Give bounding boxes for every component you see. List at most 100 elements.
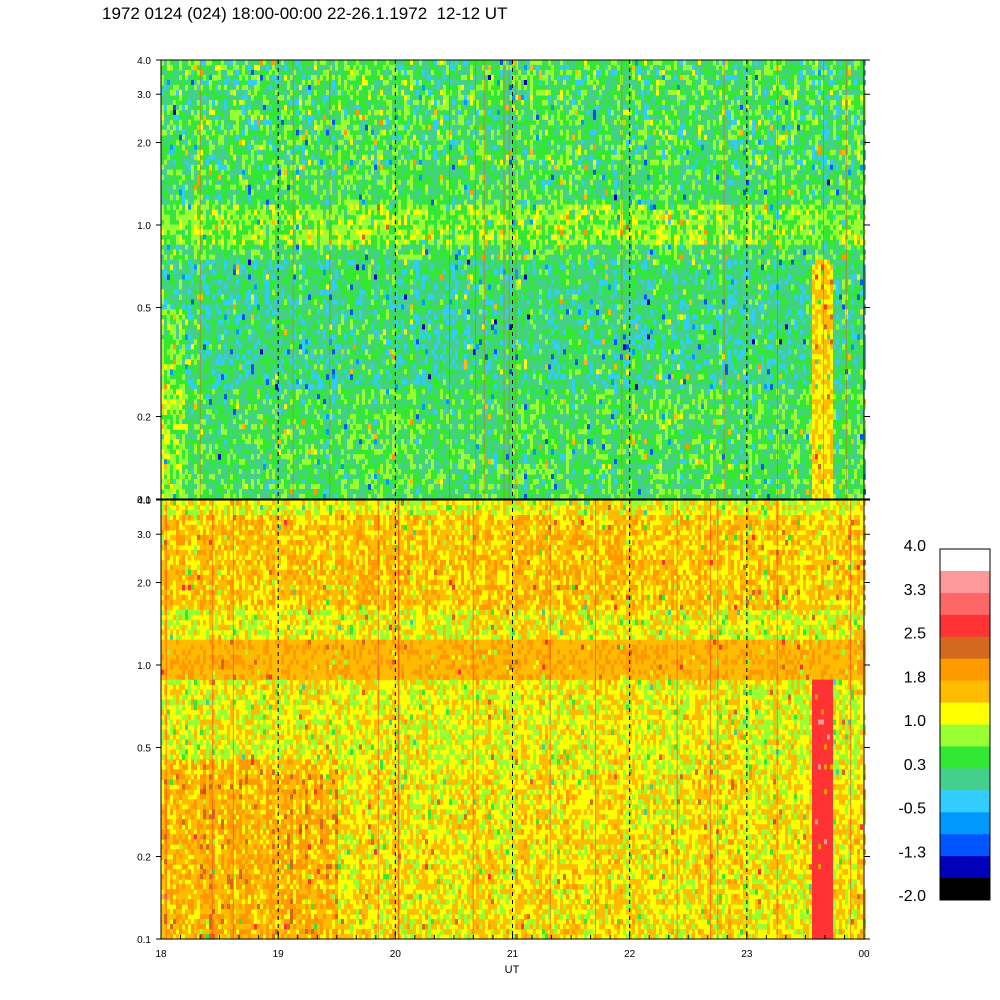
spectrogram-cell (431, 130, 434, 136)
spectrogram-cell (212, 110, 215, 116)
spectrogram-cell (194, 444, 197, 450)
spectrogram-cell (326, 125, 329, 131)
spectrogram-cell (377, 155, 380, 161)
spectrogram-cell (413, 235, 416, 241)
spectrogram-cell (299, 284, 302, 290)
spectrogram-cell (425, 60, 428, 66)
spectrogram-cell (248, 115, 251, 121)
spectrogram-cell (377, 255, 380, 261)
spectrogram-cell (311, 329, 314, 335)
spectrogram-cell (353, 484, 356, 490)
spectrogram-cell (332, 125, 335, 131)
spectrogram-cell (407, 90, 410, 96)
spectrogram-cell (311, 265, 314, 271)
spectrogram-cell (188, 250, 191, 256)
spectrogram-cell (176, 399, 179, 405)
spectrogram-cell (401, 429, 404, 435)
spectrogram-cell (377, 120, 380, 126)
spectrogram-cell (167, 90, 170, 96)
spectrogram-cell (287, 140, 290, 146)
spectrogram-cell (425, 190, 428, 196)
spectrogram-cell (191, 90, 194, 96)
spectrogram-cell (410, 434, 413, 440)
spectrogram-cell (317, 334, 320, 340)
spectrogram-cell (173, 105, 176, 111)
spectrogram-cell (239, 469, 242, 475)
spectrogram-cell (377, 389, 380, 395)
spectrogram-cell (227, 284, 230, 290)
spectrogram-cell (206, 484, 209, 490)
spectrogram-cell (407, 155, 410, 161)
spectrogram-cell (203, 374, 206, 380)
spectrogram-cell (377, 349, 380, 355)
spectrogram-cell (281, 354, 284, 360)
spectrogram-cell (245, 260, 248, 266)
spectrogram-cell (308, 230, 311, 236)
spectrogram-cell (383, 130, 386, 136)
spectrogram-cell (302, 250, 305, 256)
spectrogram-cell (326, 484, 329, 490)
spectrogram-cell (251, 275, 254, 281)
spectrogram-cell (419, 120, 422, 126)
spectrogram-cell (242, 489, 245, 495)
spectrogram-cell (287, 339, 290, 345)
spectrogram-cell (248, 424, 251, 430)
spectrogram-cell (269, 60, 272, 66)
spectrogram-cell (185, 359, 188, 365)
spectrogram-cell (248, 210, 251, 216)
spectrogram-cell (359, 105, 362, 111)
spectrogram-cell (365, 80, 368, 86)
spectrogram-cell (353, 185, 356, 191)
spectrogram-cell (332, 190, 335, 196)
spectrogram-cell (272, 165, 275, 171)
spectrogram-cell (296, 245, 299, 251)
spectrogram-cell (347, 364, 350, 370)
spectrogram-cell (260, 449, 263, 455)
spectrogram-cell (251, 125, 254, 131)
spectrogram-cell (203, 399, 206, 405)
spectrogram-cell (275, 195, 278, 201)
spectrogram-cell (338, 319, 341, 325)
spectrogram-cell (197, 299, 200, 305)
spectrogram-cell (254, 439, 257, 445)
spectrogram-cell (179, 190, 182, 196)
spectrogram-cell (236, 489, 239, 495)
spectrogram-cell (377, 235, 380, 241)
spectrogram-cell (410, 195, 413, 201)
spectrogram-cell (269, 85, 272, 91)
spectrogram-cell (302, 130, 305, 136)
spectrogram-cell (344, 334, 347, 340)
spectrogram-cell (191, 314, 194, 320)
spectrogram-cell (257, 439, 260, 445)
spectrogram-cell (344, 115, 347, 121)
spectrogram-cell (431, 479, 434, 485)
spectrogram-cell (317, 145, 320, 151)
spectrogram-cell (341, 165, 344, 171)
spectrogram-cell (353, 105, 356, 111)
spectrogram-cell (332, 120, 335, 126)
spectrogram-cell (290, 215, 293, 221)
spectrogram-cell (389, 200, 392, 206)
spectrogram-cell (236, 334, 239, 340)
spectrogram-cell (314, 70, 317, 76)
spectrogram-cell (167, 324, 170, 330)
spectrogram-cell (341, 379, 344, 385)
spectrogram-cell (365, 424, 368, 430)
spectrogram-cell (230, 255, 233, 261)
spectrogram-cell (398, 185, 401, 191)
spectrogram-cell (401, 280, 404, 286)
spectrogram-cell (164, 404, 167, 410)
spectrogram-cell (389, 389, 392, 395)
spectrogram-cell (266, 220, 269, 226)
spectrogram-cell (377, 70, 380, 76)
spectrogram-cell (398, 125, 401, 131)
spectrogram-cell (332, 379, 335, 385)
spectrogram-cell (404, 70, 407, 76)
spectrogram-cell (389, 220, 392, 226)
spectrogram-cell (287, 95, 290, 101)
spectrogram-cell (374, 449, 377, 455)
spectrogram-cell (254, 120, 257, 126)
spectrogram-cell (350, 424, 353, 430)
spectrogram-cell (257, 384, 260, 390)
spectrogram-cell (335, 190, 338, 196)
